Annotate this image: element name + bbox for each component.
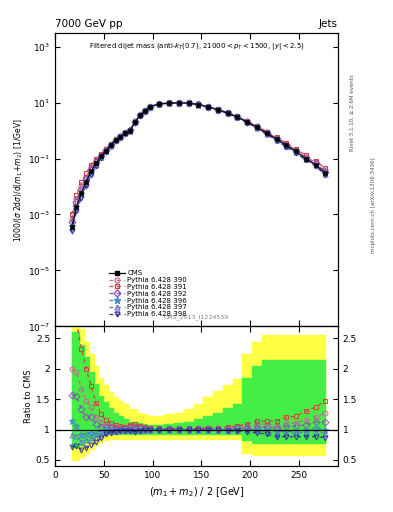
Text: Jets: Jets <box>319 19 338 29</box>
Text: Rivet 3.1.10, ≥ 2.6M events: Rivet 3.1.10, ≥ 2.6M events <box>350 74 355 151</box>
Text: Filtered dijet mass (anti-$k_T$(0.7), 21000$<p_T<$1500, $|y|<$2.5): Filtered dijet mass (anti-$k_T$(0.7), 21… <box>89 40 304 52</box>
Legend: CMS, Pythia 6.428 390, Pythia 6.428 391, Pythia 6.428 392, Pythia 6.428 396, Pyt: CMS, Pythia 6.428 390, Pythia 6.428 391,… <box>107 267 190 320</box>
Y-axis label: Ratio to CMS: Ratio to CMS <box>24 369 33 423</box>
Text: mcplots.cern.ch [arXiv:1306.3436]: mcplots.cern.ch [arXiv:1306.3436] <box>371 157 376 252</box>
Y-axis label: $1000/(\sigma\,2\mathrm{d}\sigma)/\mathrm{d}(m_1\!+\!m_2)$ [1/GeV]: $1000/(\sigma\,2\mathrm{d}\sigma)/\mathr… <box>13 118 25 242</box>
Text: CMS_2013_I1224539: CMS_2013_I1224539 <box>164 315 229 321</box>
X-axis label: $(m_1 + m_2)$ / 2 [GeV]: $(m_1 + m_2)$ / 2 [GeV] <box>149 485 244 499</box>
Text: 7000 GeV pp: 7000 GeV pp <box>55 19 123 29</box>
